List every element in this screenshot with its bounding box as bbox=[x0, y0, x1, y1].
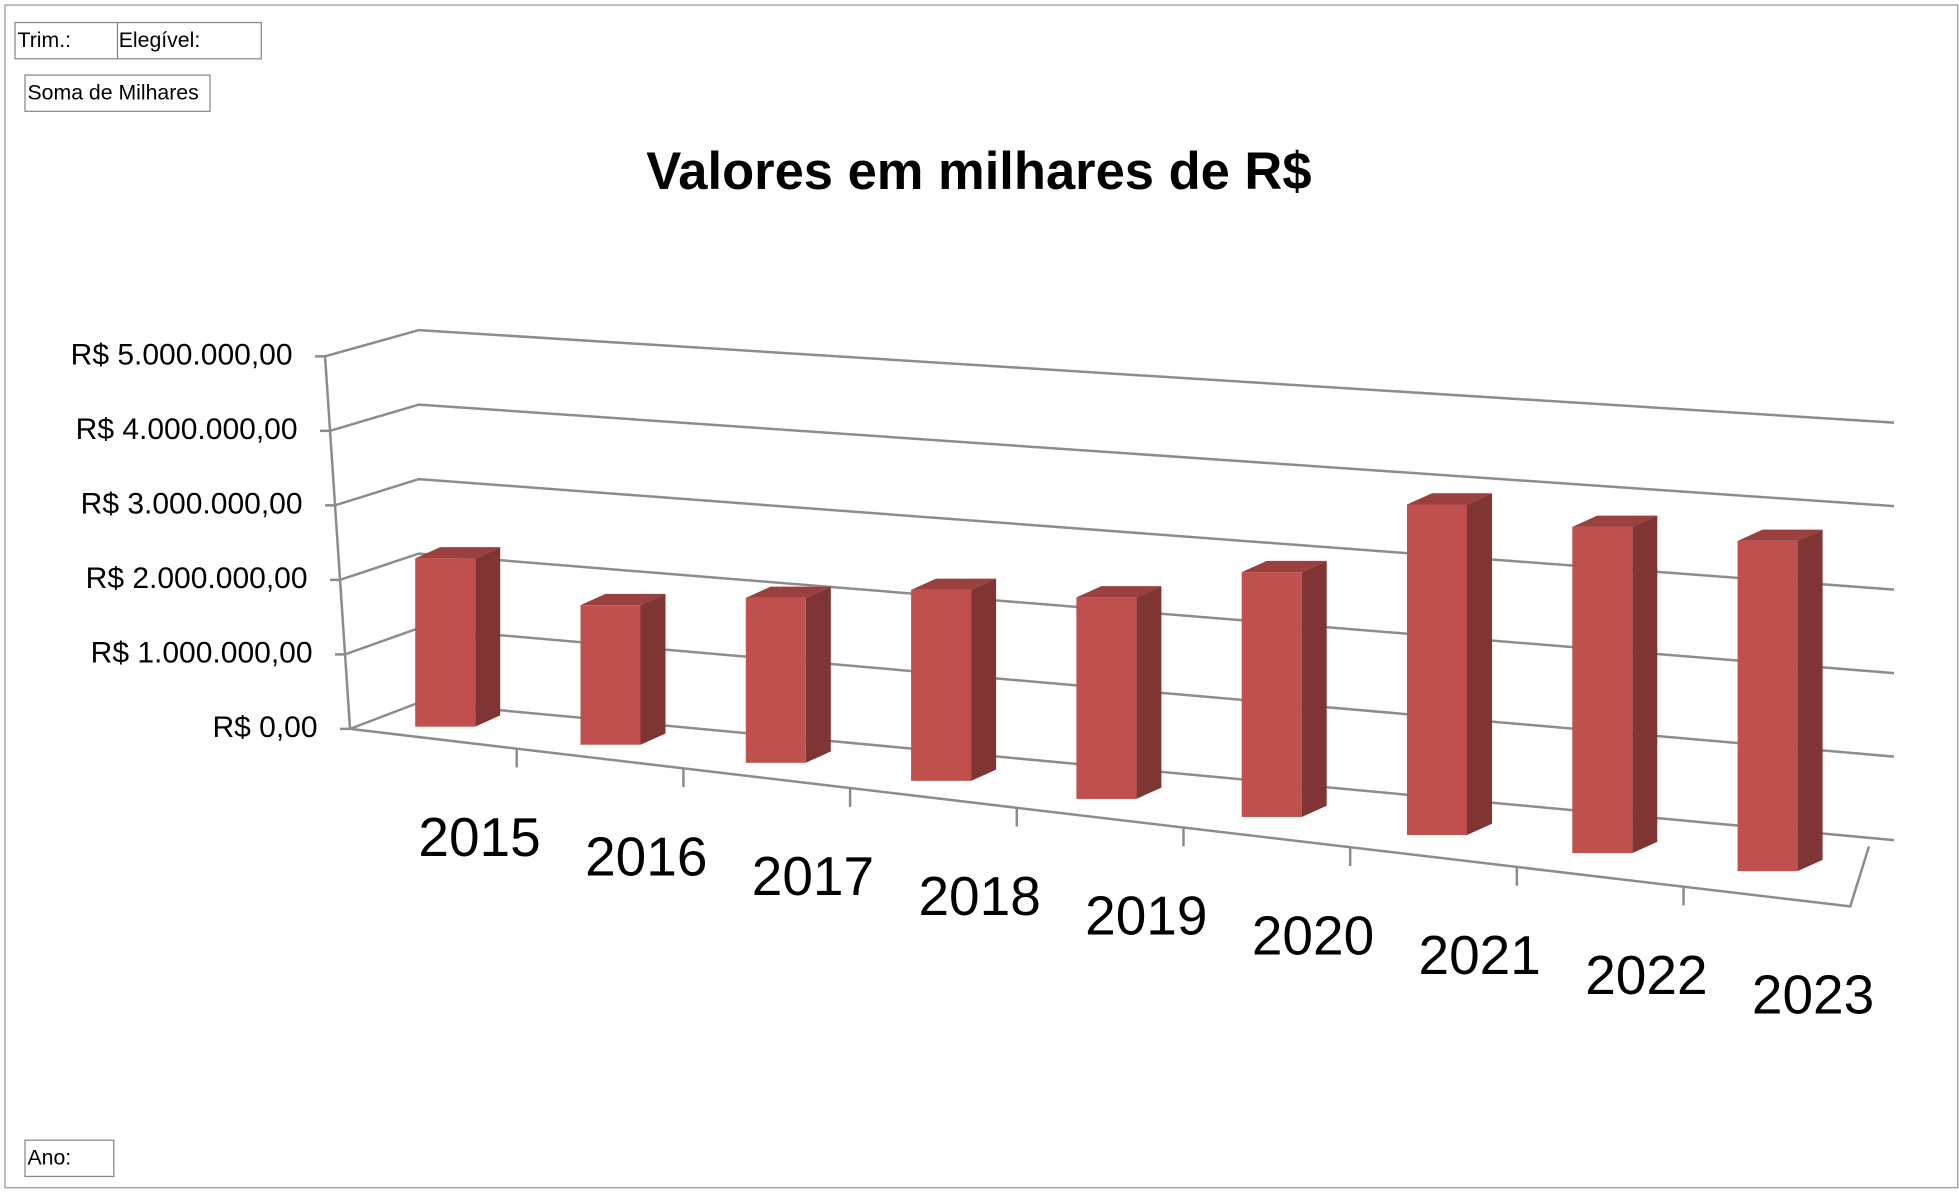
y-tick-label: R$ 5.000.000,00 bbox=[71, 338, 293, 371]
x-tick-label: 2019 bbox=[1085, 885, 1207, 947]
bar-front bbox=[1241, 572, 1302, 817]
bar-top bbox=[415, 547, 501, 559]
bar-front bbox=[1737, 540, 1798, 872]
bar-front bbox=[911, 589, 972, 781]
filter-button[interactable] bbox=[14, 21, 119, 60]
bar-side bbox=[971, 578, 997, 781]
bar-side bbox=[1632, 515, 1658, 854]
grid-line bbox=[329, 403, 1895, 508]
bar-top bbox=[1406, 493, 1492, 505]
bar-top bbox=[1076, 586, 1162, 598]
x-tick-label: 2022 bbox=[1585, 944, 1707, 1006]
x-tick-label: 2023 bbox=[1752, 964, 1874, 1026]
bar-side bbox=[475, 547, 501, 727]
values-field-label: Soma de Milhares bbox=[28, 80, 199, 104]
bar-front bbox=[1076, 597, 1137, 799]
bar-top bbox=[1737, 529, 1823, 541]
bar bbox=[1572, 515, 1658, 854]
bar bbox=[415, 547, 501, 727]
bar-front bbox=[1572, 526, 1633, 854]
y-tick-label: R$ 4.000.000,00 bbox=[76, 413, 298, 446]
bar-side bbox=[1466, 493, 1492, 836]
values-field-button[interactable] bbox=[24, 74, 211, 112]
grid-line bbox=[334, 477, 1895, 591]
bar-top bbox=[745, 586, 831, 598]
grid-line bbox=[324, 328, 1895, 424]
bar-top bbox=[580, 593, 666, 606]
x-tick-label: 2017 bbox=[752, 845, 874, 907]
y-tick-label: R$ 3.000.000,00 bbox=[81, 487, 303, 520]
bar-side bbox=[640, 593, 666, 745]
bar-front bbox=[580, 605, 641, 745]
y-tick-label: R$ 1.000.000,00 bbox=[91, 636, 313, 669]
bar-top bbox=[1572, 515, 1658, 527]
bar-side bbox=[805, 586, 831, 763]
grid-line bbox=[339, 552, 1895, 675]
x-tick-label: 2015 bbox=[418, 806, 540, 868]
x-tick-label: 2016 bbox=[585, 826, 707, 888]
bar-front bbox=[1406, 504, 1467, 836]
bar-top bbox=[911, 578, 997, 590]
bar bbox=[745, 586, 831, 763]
x-tick-label: 2018 bbox=[918, 865, 1040, 927]
bar-side bbox=[1136, 586, 1162, 799]
bar-side bbox=[1301, 560, 1327, 817]
chart-title: Valores em milhares de R$ bbox=[646, 142, 1311, 201]
x-tick-label: 2021 bbox=[1419, 924, 1541, 986]
y-tick-label: R$ 2.000.000,00 bbox=[86, 562, 308, 595]
x-tick-label: 2020 bbox=[1252, 904, 1374, 966]
bar bbox=[1241, 560, 1327, 817]
bar-top bbox=[1241, 560, 1327, 573]
y-tick-label: R$ 0,00 bbox=[212, 711, 317, 744]
bar-front bbox=[415, 558, 476, 727]
bar bbox=[911, 578, 997, 781]
bar bbox=[1406, 493, 1492, 836]
bar-side bbox=[1797, 529, 1823, 872]
y-axis-line bbox=[323, 356, 352, 729]
filter-button[interactable] bbox=[116, 21, 262, 60]
bar bbox=[580, 593, 666, 745]
bar-front bbox=[745, 597, 806, 763]
filter-label: Elegível: bbox=[119, 28, 201, 52]
axis-field-button[interactable] bbox=[24, 1139, 115, 1178]
filter-label: Trim.: bbox=[18, 28, 72, 52]
bar bbox=[1737, 529, 1823, 872]
bar bbox=[1076, 586, 1162, 799]
axis-field-label: Ano: bbox=[28, 1146, 72, 1170]
